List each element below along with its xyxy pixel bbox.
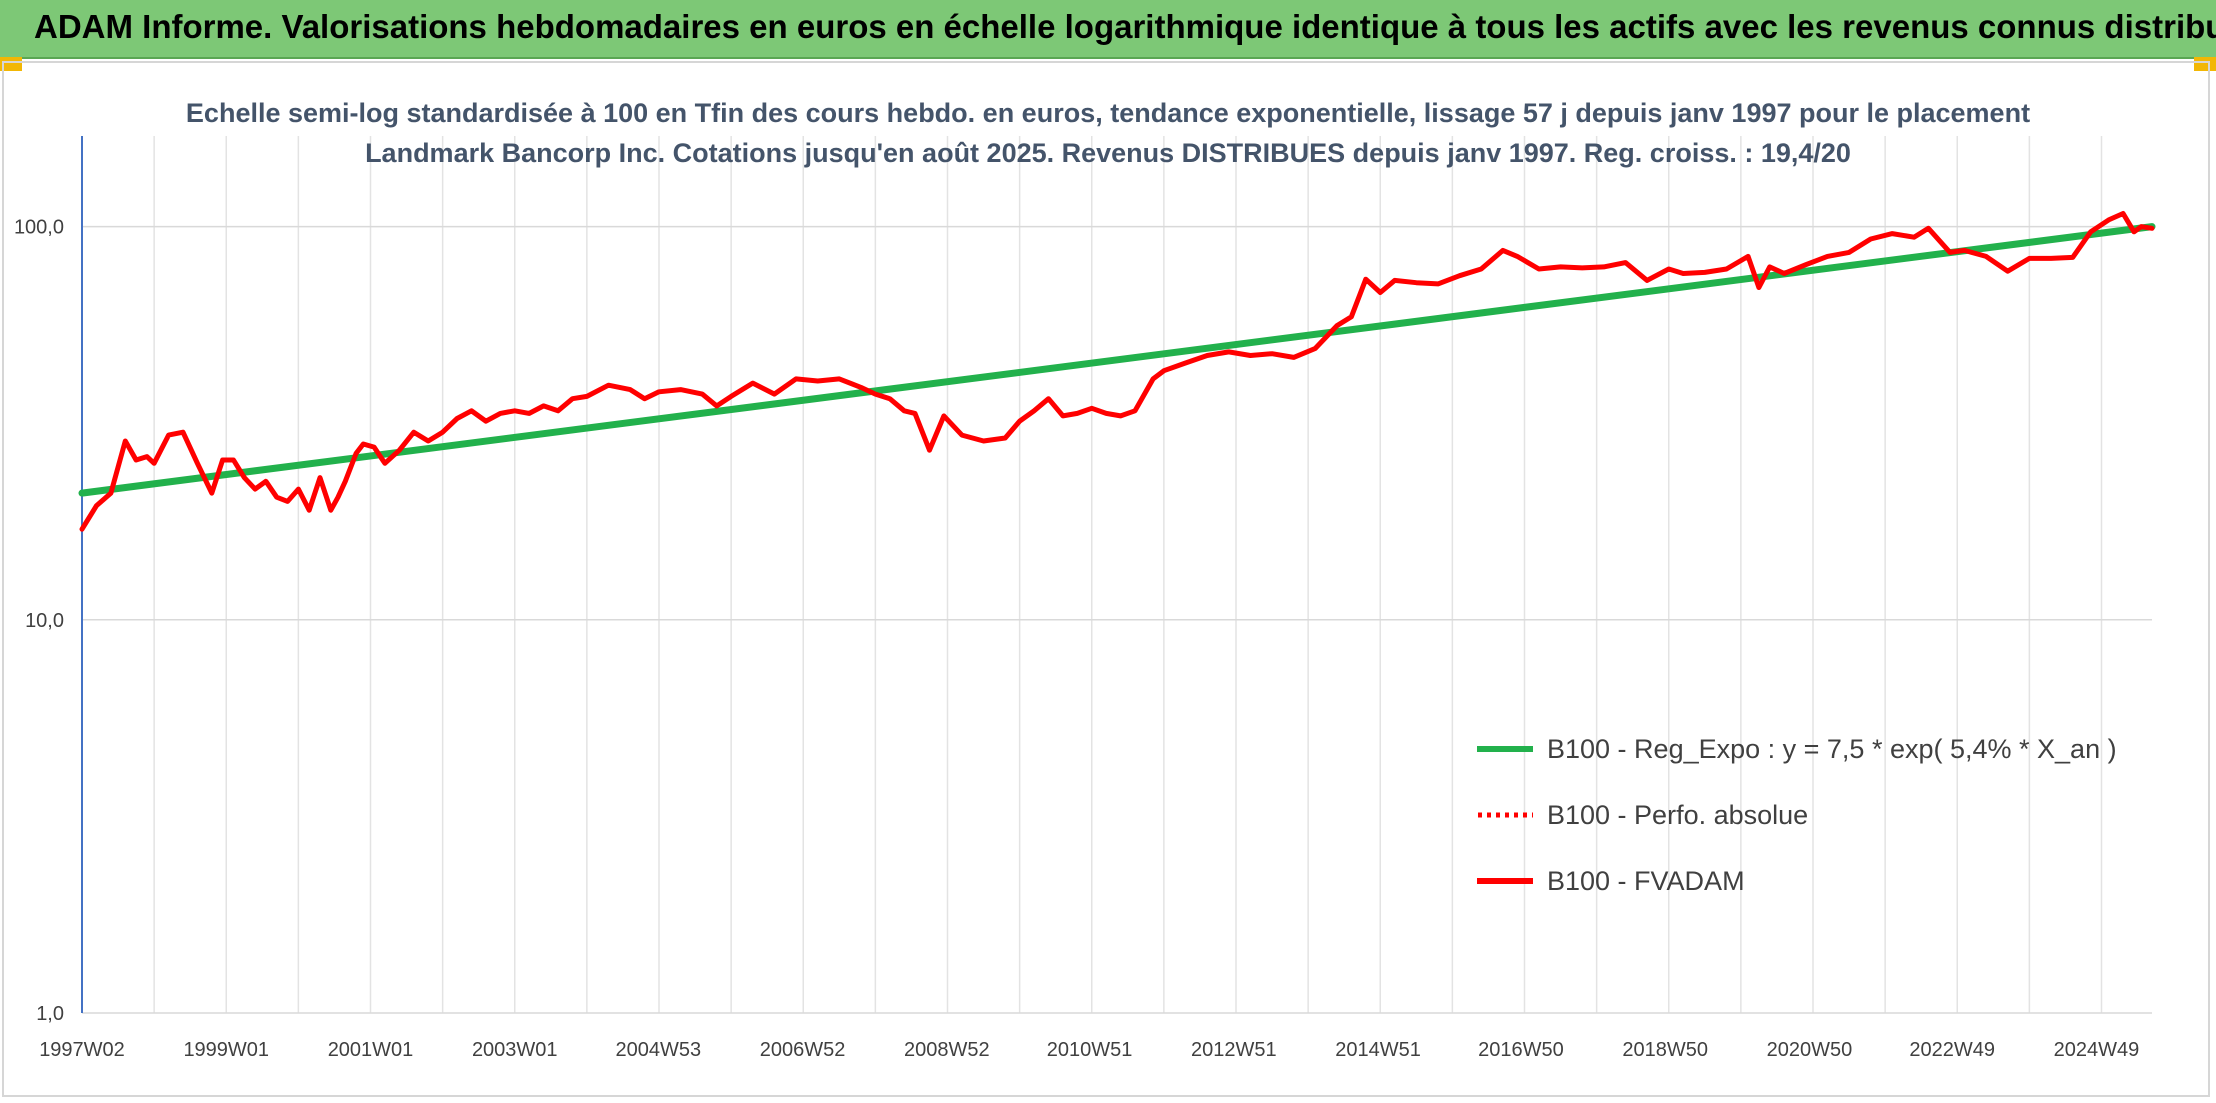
legend-swatch-perfo-absolue — [1478, 812, 1533, 818]
x-tick-label: 2024W49 — [2054, 1039, 2140, 1061]
legend-swatch-fvadam — [1477, 878, 1533, 884]
series-lines — [78, 211, 2156, 532]
y-tick-label: 1,0 — [36, 1003, 64, 1025]
x-tick-label: 2003W01 — [472, 1039, 558, 1061]
corner-marker-right — [2194, 57, 2216, 71]
corner-marker-left — [0, 57, 22, 71]
x-tick-label: 2006W52 — [760, 1039, 846, 1061]
x-tick-label: 2008W52 — [904, 1039, 990, 1061]
x-tick-label: 2022W49 — [1909, 1039, 1995, 1061]
header-banner: ADAM Informe. Valorisations hebdomadaire… — [0, 0, 2216, 59]
x-tick-label: 2018W50 — [1622, 1039, 1708, 1061]
x-tick-label: 2010W51 — [1047, 1039, 1133, 1061]
legend-label-fvadam: B100 - FVADAM — [1547, 866, 1745, 896]
x-tick-labels: 1997W02 1999W01 2001W01 2003W01 2004W53 2006W… — [39, 1039, 2139, 1061]
x-tick-label: 2020W50 — [1767, 1039, 1853, 1061]
legend-swatch-regression — [1477, 746, 1533, 752]
x-tick-label: 1997W02 — [39, 1039, 125, 1061]
x-tick-label: 2001W01 — [328, 1039, 414, 1061]
x-tick-label: 2004W53 — [615, 1039, 701, 1061]
y-tick-labels: 1,0 10,0 100,0 — [14, 217, 64, 1025]
x-tick-label: 1999W01 — [183, 1039, 269, 1061]
y-tick-label: 10,0 — [25, 610, 64, 632]
chart-frame — [2, 61, 2210, 1097]
series-line-regression — [78, 223, 2156, 497]
report-title: ADAM Informe. Valorisations hebdomadaire… — [34, 8, 2216, 45]
series-line-fvadam — [79, 211, 2155, 532]
chart-title: Echelle semi-log standardisée à 100 en T… — [185, 98, 2031, 168]
x-tick-label: 2014W51 — [1335, 1039, 1421, 1061]
x-tick-label: 2012W51 — [1191, 1039, 1277, 1061]
legend-label-regression: B100 - Reg_Expo : y = 7,5 * exp( 5,4% * … — [1547, 734, 2117, 764]
legend-label-perfo-absolue: B100 - Perfo. absolue — [1547, 800, 1809, 830]
y-tick-label: 100,0 — [14, 217, 64, 239]
x-tick-label: 2016W50 — [1478, 1039, 1564, 1061]
